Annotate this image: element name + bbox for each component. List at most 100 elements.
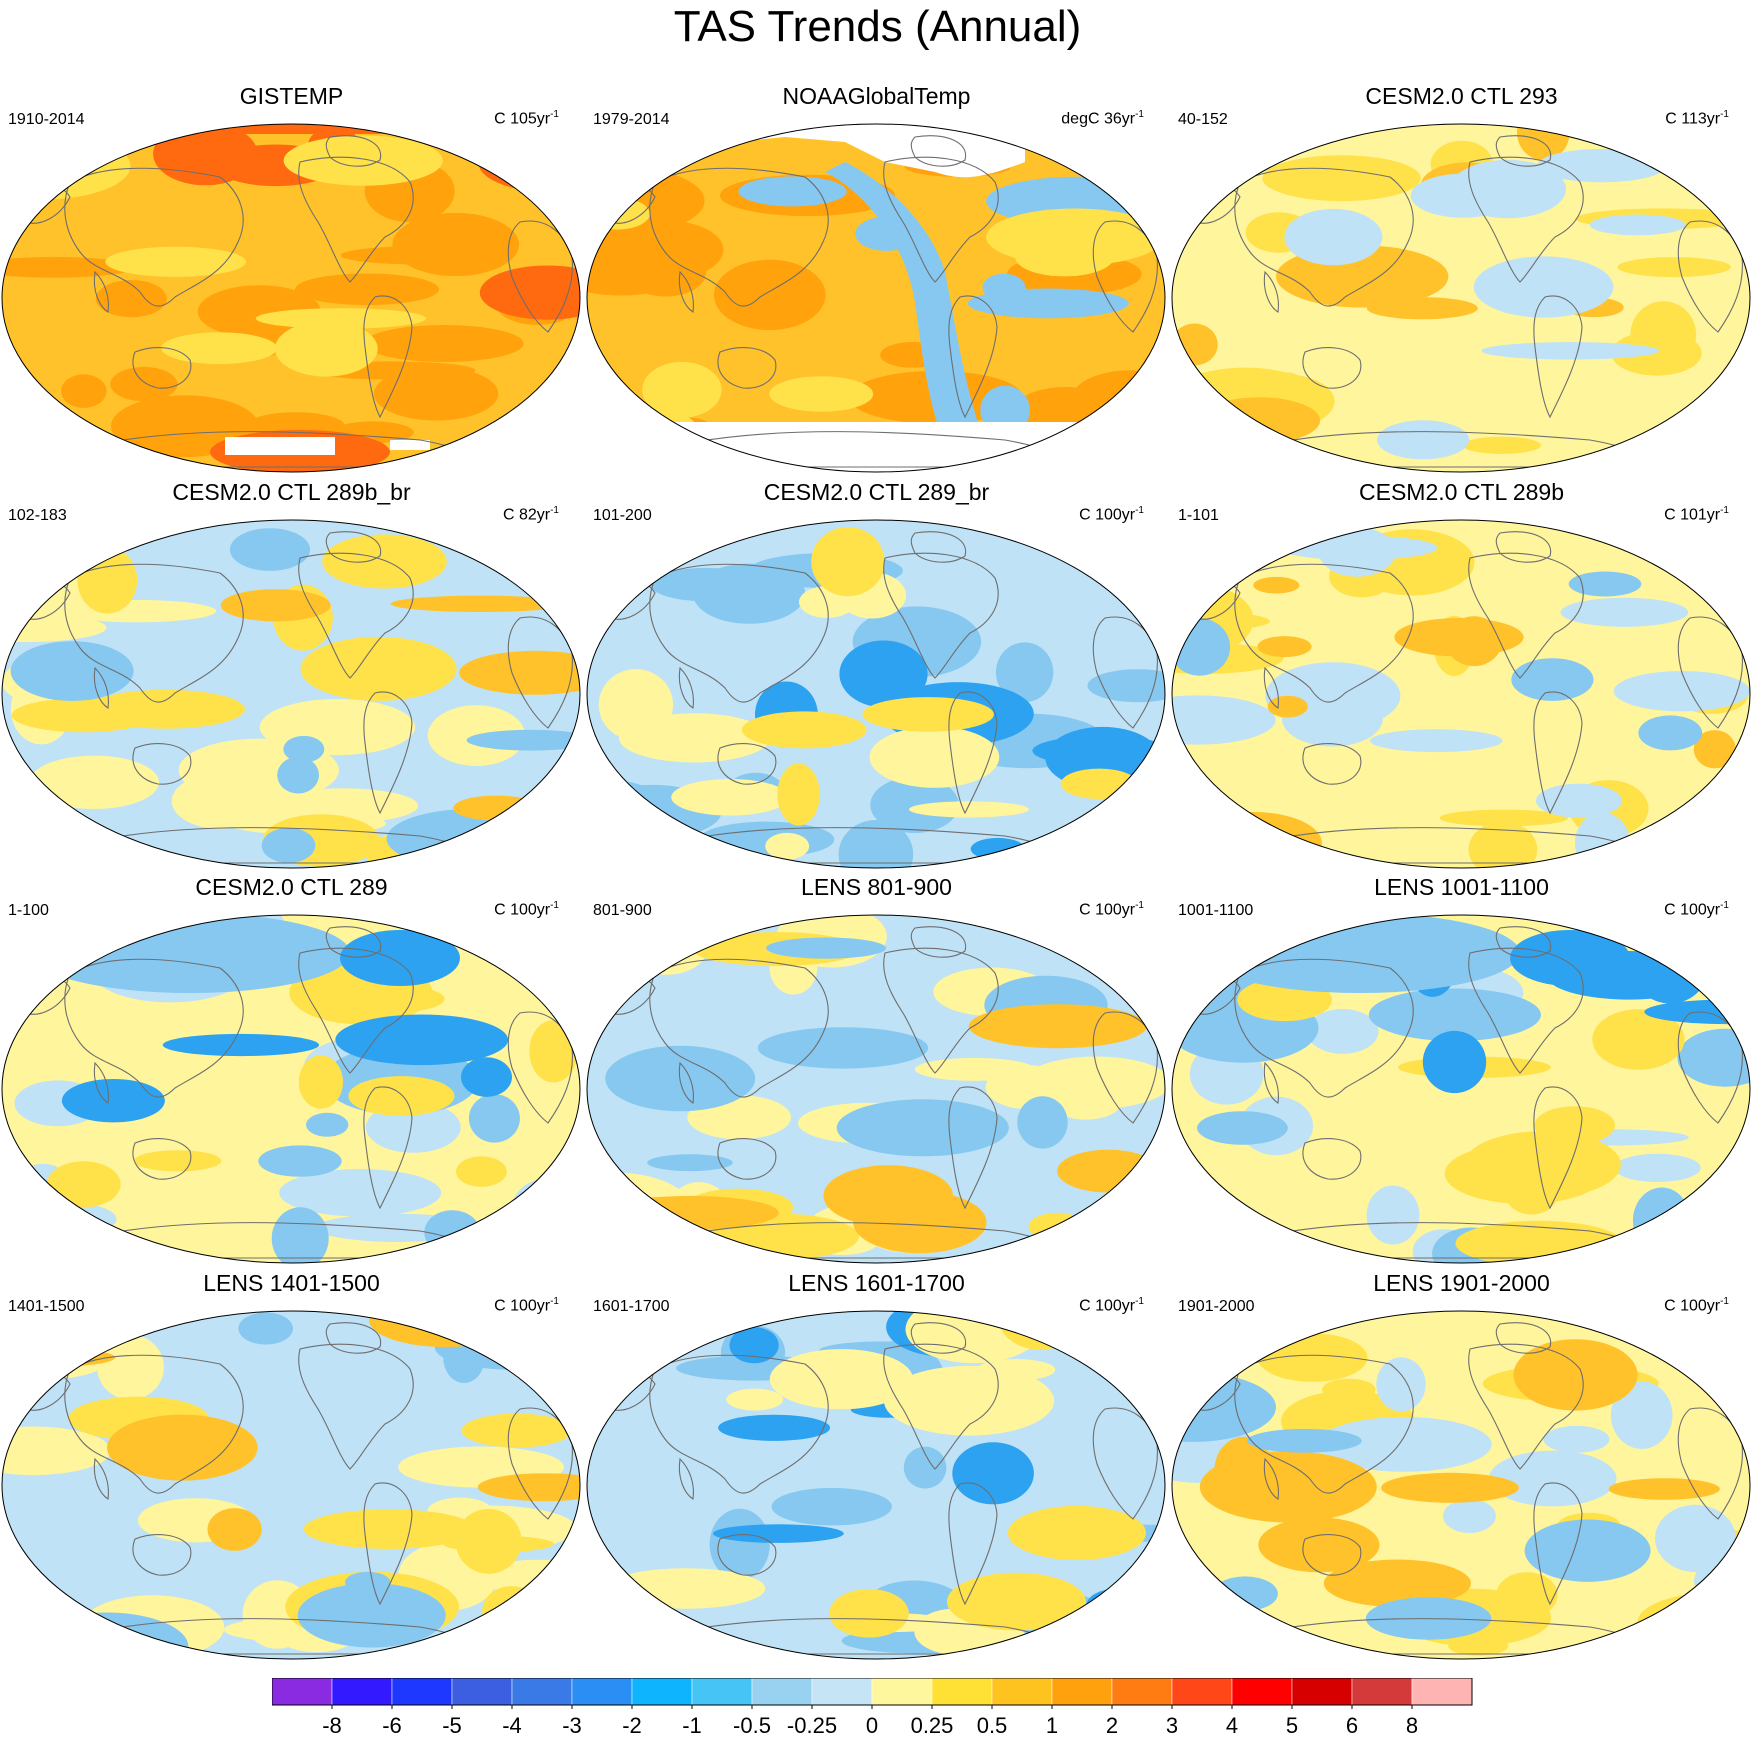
coastline-asia (64, 167, 244, 307)
colorbar-tick-label: 1 (1046, 1713, 1058, 1738)
panel-units-exponent: -1 (1720, 1296, 1729, 1307)
coastline-india (93, 270, 109, 313)
map-svg (586, 123, 1166, 473)
panel-title: NOAAGlobalTemp (782, 83, 971, 109)
colorbar-swatch (1291, 1678, 1353, 1706)
trend-patch (279, 1169, 442, 1217)
map-field (1172, 124, 1750, 472)
trend-patch (348, 1076, 455, 1116)
coastline-aust (132, 347, 192, 389)
missing-data (735, 124, 1025, 178)
trend-patch (1186, 927, 1318, 948)
panel-units-text: C 100yr (1079, 1297, 1136, 1315)
trend-patch (650, 567, 761, 602)
trend-patch (1257, 636, 1312, 658)
trend-patch (297, 1583, 446, 1648)
trend-patch (1439, 809, 1569, 827)
trend-patch (512, 1178, 580, 1237)
trend-patch (829, 1589, 909, 1638)
coastline-namer (298, 552, 414, 679)
colorbar-swatch (1411, 1678, 1473, 1706)
trend-patch (862, 697, 994, 732)
coastline-india (93, 1457, 109, 1500)
panel-units-text: degC 36yr (1061, 110, 1136, 128)
coastline-india (1263, 1457, 1279, 1500)
trend-patch (811, 527, 885, 597)
trend-patch (738, 176, 847, 207)
coastline-india (93, 1061, 109, 1104)
trend-patch (1172, 618, 1231, 676)
map-field (1172, 1311, 1750, 1659)
trend-patch (1617, 257, 1731, 278)
trend-patch (1488, 1450, 1617, 1507)
colorbar-tick-label: -3 (562, 1713, 582, 1738)
map-panel: LENS 1401-1500 1401-1500 C 100yr-1 (0, 1269, 583, 1665)
map-panel: CESM2.0 CTL 293 40-152 C 113yr-1 (1170, 82, 1753, 478)
map-panel: CESM2.0 CTL 289b 1-101 C 101yr-1 (1170, 478, 1753, 874)
trend-patch (1212, 1576, 1278, 1611)
map-panel: NOAAGlobalTemp 1979-2014 degC 36yr-1 (585, 82, 1168, 478)
trend-patch (1381, 1472, 1519, 1503)
trend-patch (986, 208, 1164, 266)
trend-patch (626, 1311, 680, 1360)
coastline-green (910, 1322, 967, 1354)
map-svg (1, 519, 581, 869)
trend-patch (587, 197, 650, 230)
trend-patch (107, 1414, 258, 1481)
trend-patch (618, 713, 771, 763)
colorbar-swatch (1051, 1678, 1113, 1706)
panel-units-label: C 100yr-1 (494, 900, 559, 919)
coastline-samer (1533, 295, 1583, 419)
trend-patch (647, 1154, 733, 1172)
trend-patch (946, 1572, 1086, 1631)
trend-patch (1247, 1428, 1362, 1453)
panel-units-label: C 101yr-1 (1664, 505, 1729, 524)
colorbar-swatch (631, 1678, 693, 1706)
coastline-samer (363, 295, 413, 419)
trend-patch (255, 308, 426, 329)
panel-units-text: C 105yr (494, 110, 551, 128)
panel-units-text: C 113yr (1665, 110, 1721, 128)
trend-patch (1366, 1185, 1420, 1245)
trend-patch (590, 406, 701, 464)
trend-patch (46, 1161, 121, 1208)
trend-patch (982, 273, 1026, 301)
coastline-asia (64, 563, 244, 703)
trend-patch (461, 1413, 573, 1448)
panel-units-exponent: -1 (1135, 1296, 1144, 1307)
map-panel: CESM2.0 CTL 289_br 101-200 C 100yr-1 (585, 478, 1168, 874)
trend-patch (1032, 735, 1165, 766)
trend-patch (477, 1473, 580, 1502)
coastline-namer (298, 947, 414, 1074)
trend-patch (870, 776, 959, 833)
coastline-aust (1302, 1534, 1362, 1576)
panel-units-text: C 82yr (502, 506, 551, 524)
map-svg (586, 519, 1166, 869)
coastline-aust (132, 1534, 192, 1576)
trend-patch (1462, 436, 1541, 454)
trend-patch (424, 1210, 481, 1255)
trend-patch (1690, 1591, 1750, 1608)
trend-patch (390, 595, 570, 612)
trend-patch (335, 1014, 509, 1066)
trend-patch (741, 711, 867, 749)
coastline-namer (298, 156, 414, 283)
trend-patch (1258, 1517, 1380, 1573)
panel-units-text: C 100yr (1664, 1297, 1721, 1315)
colorbar-tick-label: 2 (1106, 1713, 1118, 1738)
coastline-green (325, 926, 382, 958)
coastline-asia (1234, 1354, 1414, 1494)
trend-patch (869, 726, 1000, 788)
colorbar-tick-label: -2 (622, 1713, 642, 1738)
map-panel: GISTEMP 1910-2014 C 105yr-1 (0, 82, 583, 478)
trend-patch (1592, 1009, 1685, 1070)
panel-title: CESM2.0 CTL 289b (1359, 479, 1564, 505)
colorbar-tick-label: 5 (1286, 1713, 1298, 1738)
coastline-india (678, 270, 694, 313)
trend-patch (1481, 342, 1660, 360)
trend-patch (274, 321, 378, 377)
trend-patch (1007, 1505, 1146, 1561)
map-field (1172, 520, 1750, 868)
panel-title: LENS 801-900 (801, 874, 952, 900)
trend-patch (1253, 576, 1300, 594)
